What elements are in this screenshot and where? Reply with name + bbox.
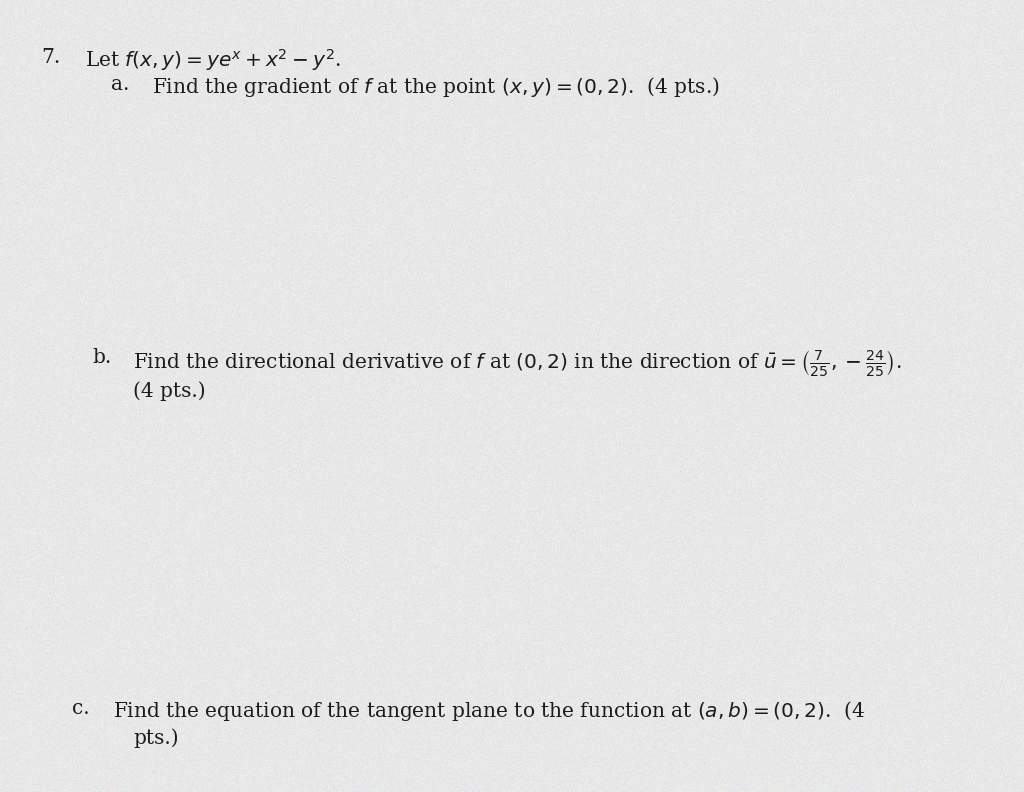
Text: Find the gradient of $f$ at the point $(x,y) = (0,2)$.  (4 pts.): Find the gradient of $f$ at the point $(… — [152, 75, 719, 99]
Text: b.: b. — [92, 348, 112, 367]
Text: a.: a. — [111, 75, 129, 94]
Text: Find the directional derivative of $f$ at $(0,2)$ in the direction of $\bar{u} =: Find the directional derivative of $f$ a… — [133, 348, 902, 379]
Text: 7.: 7. — [41, 48, 60, 67]
Text: (4 pts.): (4 pts.) — [133, 382, 206, 402]
Text: c.: c. — [72, 699, 89, 718]
Text: Find the equation of the tangent plane to the function at $(a,b) = (0,2)$.  (4: Find the equation of the tangent plane t… — [113, 699, 865, 722]
Text: pts.): pts.) — [133, 729, 179, 748]
Text: Let $f(x, y) = ye^{x} + x^{2} - y^{2}$.: Let $f(x, y) = ye^{x} + x^{2} - y^{2}$. — [85, 48, 341, 74]
